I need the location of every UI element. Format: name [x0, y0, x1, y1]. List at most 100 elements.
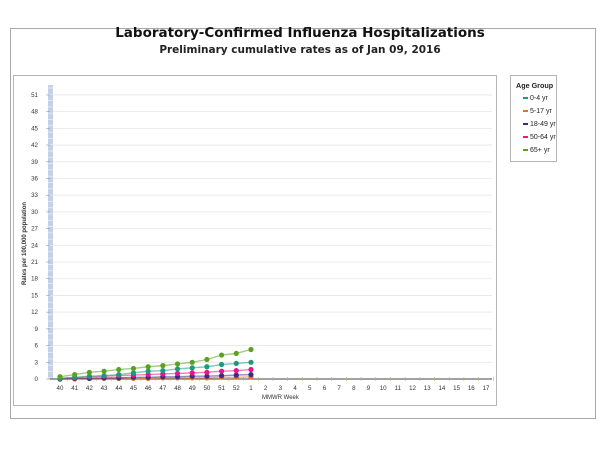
series-65-yr — [57, 346, 254, 380]
data-point[interactable] — [233, 350, 239, 356]
chart-frame — [10, 28, 596, 419]
x-axis-label: MMWR Week — [262, 395, 300, 401]
legend-swatch-icon — [523, 97, 528, 100]
chart-title: Laboratory-Confirmed Influenza Hospitali… — [115, 25, 485, 41]
x-tick-label: 3 — [279, 385, 283, 392]
legend-swatch-icon — [523, 136, 528, 139]
x-tick-label: 2 — [264, 385, 268, 392]
data-point[interactable] — [130, 370, 137, 376]
y-axis-scrollbar — [48, 85, 53, 379]
data-point[interactable] — [116, 371, 122, 378]
legend-label: 65+ yr — [530, 147, 550, 154]
data-point[interactable] — [233, 360, 239, 367]
data-point[interactable] — [204, 356, 210, 363]
data-point[interactable] — [101, 373, 107, 379]
y-axis-scrollbar-track[interactable] — [48, 85, 53, 379]
y-tick-label: 39 — [31, 159, 38, 166]
y-tick-label: 45 — [31, 125, 38, 132]
y-tick-label: 33 — [31, 192, 38, 199]
data-point[interactable] — [101, 368, 107, 374]
data-point[interactable] — [204, 364, 210, 370]
data-point[interactable] — [174, 370, 181, 377]
data-point[interactable] — [57, 374, 63, 380]
legend-item[interactable]: 65+ yr — [523, 147, 550, 154]
data-point[interactable] — [233, 372, 239, 378]
y-tick-label: 0 — [35, 376, 39, 383]
data-point[interactable] — [218, 373, 225, 379]
y-tick-label: 51 — [31, 92, 38, 99]
x-tick-label: 5 — [308, 385, 312, 392]
data-point[interactable] — [116, 366, 122, 373]
data-point[interactable] — [248, 346, 254, 353]
x-tick-label: 17 — [483, 385, 490, 392]
data-point[interactable] — [248, 371, 254, 378]
data-point[interactable] — [204, 369, 210, 375]
x-tick-label: 6 — [323, 385, 327, 392]
y-tick-label: 9 — [35, 326, 39, 333]
plot-area-border — [13, 75, 497, 406]
x-tick-label: 45 — [130, 385, 137, 392]
data-point[interactable] — [86, 373, 92, 379]
series-0-4-yr — [57, 359, 254, 382]
x-tick-label: 50 — [203, 385, 210, 392]
legend-item[interactable]: 0-4 yr — [523, 95, 548, 102]
x-tick-label: 15 — [453, 385, 460, 392]
x-tick-label: 10 — [380, 385, 387, 392]
y-tick-label: 48 — [31, 109, 38, 116]
y-tick-label: 6 — [35, 343, 39, 350]
x-tick-label: 13 — [424, 385, 431, 392]
legend-label: 0-4 yr — [530, 95, 548, 102]
y-tick-label: 18 — [31, 276, 38, 283]
x-tick-label: 12 — [409, 385, 416, 392]
legend-label: 5-17 yr — [530, 108, 552, 115]
x-tick-label: 51 — [218, 385, 225, 392]
data-point[interactable] — [189, 365, 195, 371]
legend-label: 18-49 yr — [530, 121, 556, 128]
data-point[interactable] — [72, 371, 78, 378]
x-tick-label: 40 — [57, 385, 64, 392]
y-tick-label: 3 — [35, 359, 39, 366]
data-point[interactable] — [160, 363, 166, 369]
data-point[interactable] — [204, 373, 210, 379]
legend-label: 50-64 yr — [530, 134, 556, 141]
data-point[interactable] — [189, 370, 195, 376]
data-point[interactable] — [130, 365, 137, 372]
data-point[interactable] — [160, 368, 166, 374]
x-tick-label: 41 — [71, 385, 78, 392]
legend-item[interactable]: 18-49 yr — [523, 121, 556, 128]
data-point[interactable] — [145, 368, 151, 374]
data-point[interactable] — [248, 359, 254, 365]
data-point[interactable] — [174, 366, 181, 372]
data-point[interactable] — [86, 369, 92, 375]
legend-swatch-icon — [523, 149, 528, 152]
legend: Age Group 0-4 yr 5-17 yr 18-49 yr 50-64 yr 6… — [510, 75, 557, 162]
data-point[interactable] — [218, 368, 225, 374]
legend-title: Age Group — [516, 81, 554, 90]
data-point[interactable] — [248, 366, 254, 373]
data-point[interactable] — [174, 361, 181, 367]
legend-item[interactable]: 5-17 yr — [523, 108, 552, 115]
x-tick-label: 47 — [159, 385, 166, 392]
x-tick-label: 9 — [367, 385, 371, 392]
y-tick-label: 36 — [31, 175, 38, 182]
x-tick-label: 16 — [468, 385, 475, 392]
data-point[interactable] — [218, 352, 225, 358]
y-tick-label: 30 — [31, 209, 38, 216]
y-tick-label: 27 — [31, 226, 38, 233]
data-point[interactable] — [145, 364, 151, 370]
x-tick-label: 8 — [352, 385, 356, 392]
x-tick-label: 1 — [249, 385, 253, 392]
data-point[interactable] — [233, 368, 239, 374]
y-tick-label: 21 — [31, 259, 38, 266]
x-tick-label: 42 — [86, 385, 93, 392]
data-point[interactable] — [189, 359, 195, 365]
legend-item[interactable]: 50-64 yr — [523, 134, 556, 141]
chart-subtitle: Preliminary cumulative rates as of Jan 0… — [159, 44, 441, 56]
data-point[interactable] — [218, 361, 225, 368]
x-tick-label: 52 — [233, 385, 240, 392]
x-tick-label: 14 — [438, 385, 445, 392]
x-tick-label: 11 — [395, 385, 402, 392]
y-tick-label: 42 — [31, 142, 38, 149]
